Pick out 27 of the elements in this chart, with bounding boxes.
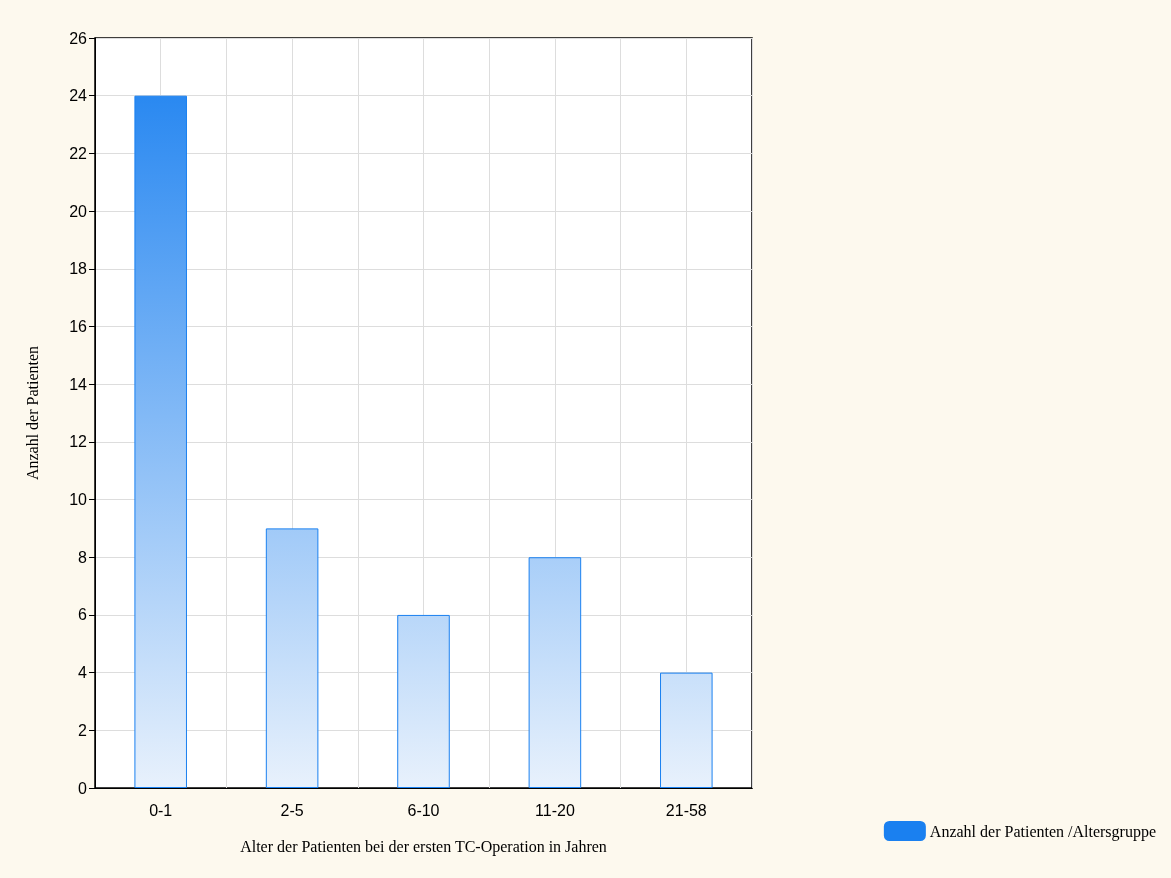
- y-tick-label: 4: [78, 664, 88, 682]
- y-tick-label: 22: [69, 144, 88, 162]
- y-tick-label: 0: [78, 779, 88, 797]
- y-tick-label: 26: [69, 29, 88, 47]
- x-axis-title: Alter der Patienten bei der ersten TC-Operation in Jahren: [240, 837, 607, 856]
- bar: [660, 672, 713, 788]
- y-tick-label: 18: [69, 260, 88, 278]
- y-tick-label: 20: [69, 202, 88, 220]
- bar: [265, 528, 319, 788]
- x-tick-label: 21-58: [665, 801, 707, 819]
- y-tick-label: 10: [69, 491, 88, 509]
- y-tick-label: 6: [78, 606, 88, 624]
- x-tick-label: 2-5: [280, 801, 304, 819]
- y-axis-title: Anzahl der Patienten: [23, 345, 41, 481]
- x-tick-label: 6-10: [407, 801, 440, 819]
- y-tick-label: 12: [69, 433, 88, 451]
- y-tick-label: 16: [69, 317, 88, 335]
- bar: [528, 557, 582, 788]
- bar: [397, 614, 450, 788]
- x-tick-label: 11-20: [535, 801, 575, 819]
- legend-label: Anzahl der Patienten /Altersgruppe: [929, 822, 1157, 841]
- y-tick-label: 8: [78, 548, 88, 566]
- bar: [134, 95, 187, 788]
- y-tick-label: 2: [78, 721, 88, 739]
- x-tick-label: 0-1: [149, 801, 173, 819]
- y-tick-label: 24: [69, 87, 88, 105]
- y-tick-label: 14: [69, 375, 88, 393]
